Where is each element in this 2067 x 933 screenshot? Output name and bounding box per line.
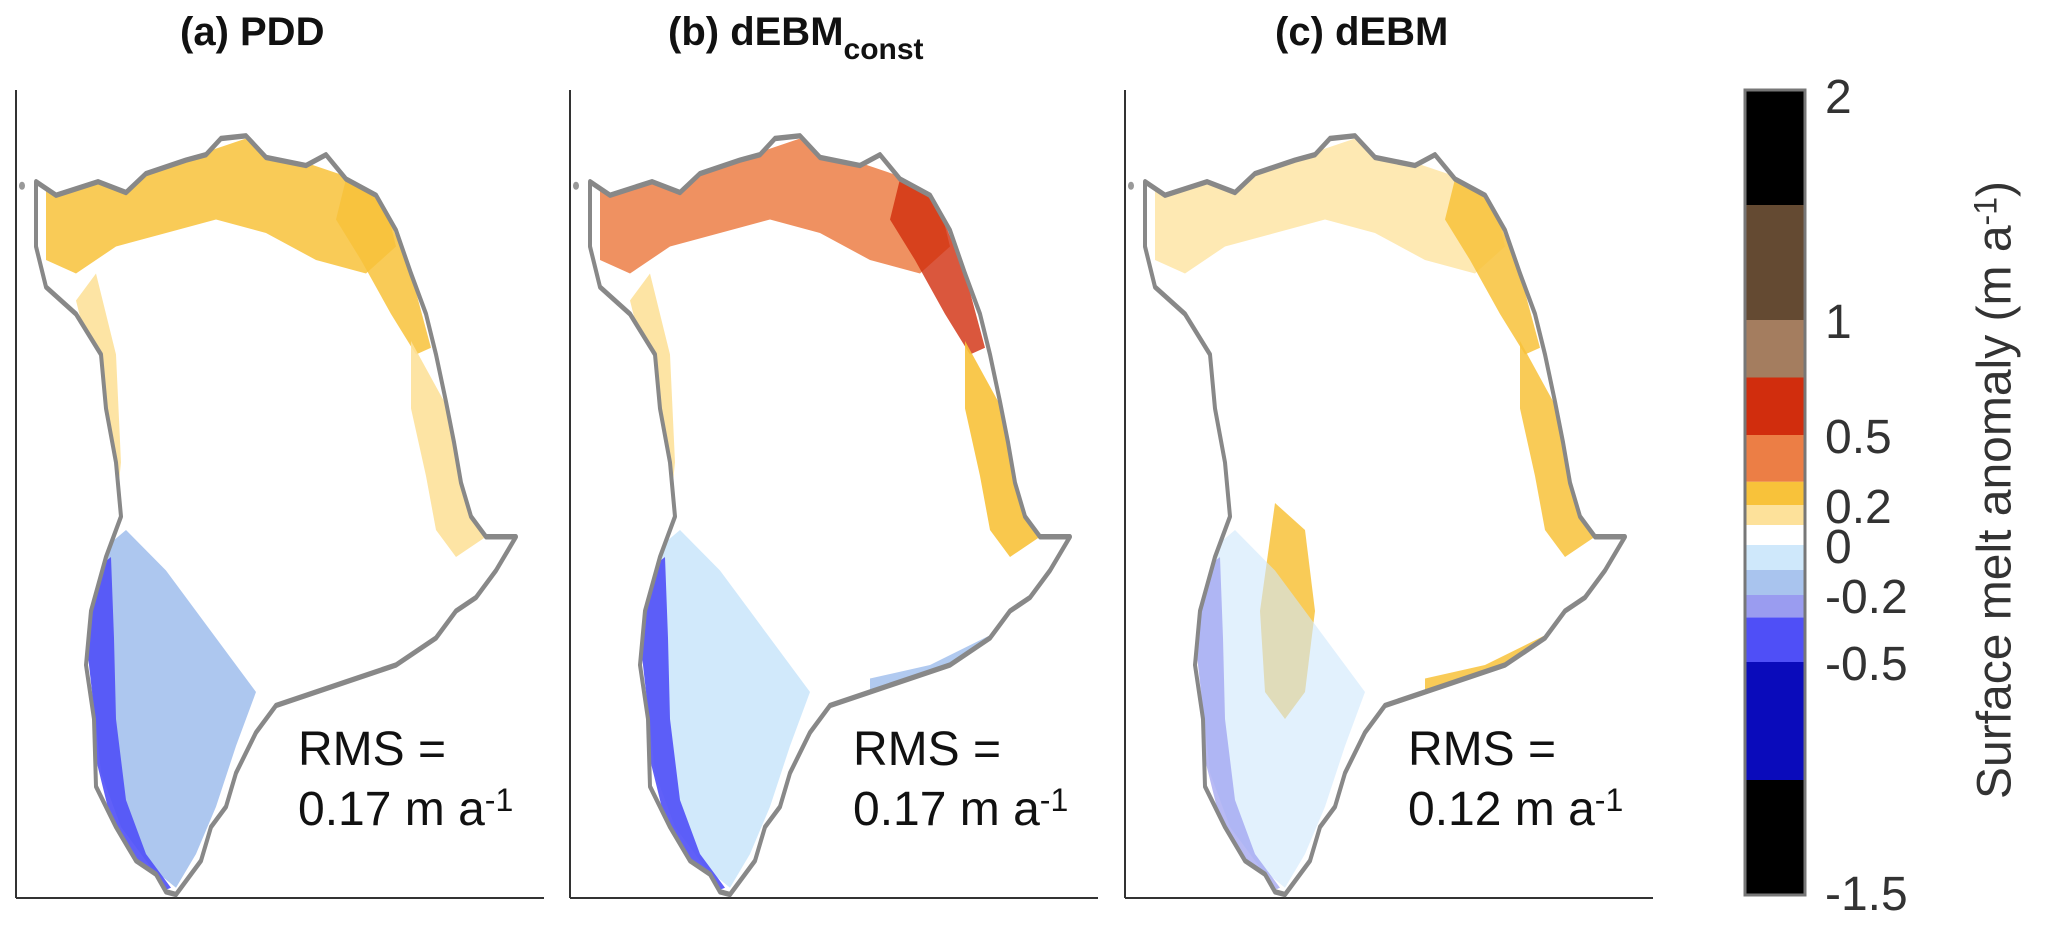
panel-a-rms-exp: -1 (484, 782, 514, 818)
panel-b-rms: RMS = 0.17 m a-1 (853, 720, 1068, 844)
panel-c-coastline (1143, 133, 1627, 898)
panel-b-zone-northeast (890, 179, 985, 355)
colorbar-segment-12 (1745, 205, 1805, 320)
colorbar-segment-6 (1745, 525, 1805, 545)
colorbar-tick-0: 0 (1825, 521, 1852, 574)
panel-b-rms-line2: 0.17 m a-1 (853, 780, 1068, 844)
panel-a-rms-line2: 0.17 m a-1 (298, 780, 513, 844)
panel-c-zone-northeast (1445, 179, 1540, 355)
panel-b-rms-value: 0.17 m a (853, 783, 1040, 836)
panel-c-island (1128, 181, 1134, 190)
colorbar-tick-neg1.5: -1.5 (1825, 868, 1908, 921)
panel-a-zone-swcoast (86, 557, 171, 892)
panel-a-island (19, 181, 25, 190)
panel-a-title-text: (a) PDD (180, 10, 325, 54)
panel-b-coastline (588, 133, 1072, 898)
panel-c-map (1124, 90, 1653, 899)
panel-c-title-text: (c) dEBM (1275, 10, 1449, 54)
colorbar-tick-neg0.5: -0.5 (1825, 638, 1908, 691)
colorbar-segment-10 (1745, 377, 1805, 435)
colorbar-segment-3 (1745, 595, 1805, 618)
colorbar-label-close: ) (1968, 181, 2022, 197)
colorbar-label: Surface melt anomaly (m a-1) (1968, 181, 2023, 799)
panel-b-rms-exp: -1 (1039, 782, 1069, 818)
panel-a-greenland (19, 133, 518, 898)
colorbar-segment-8 (1745, 481, 1805, 505)
colorbar-segment-0 (1745, 780, 1805, 895)
panel-a-title: (a) PDD (180, 10, 324, 55)
panel-b-title-text: (b) dEBM (668, 10, 844, 54)
colorbar-tick-0.5: 0.5 (1825, 411, 1892, 464)
panel-b-rms-line1: RMS = (853, 723, 1002, 776)
colorbar-label-text: Surface melt anomaly (m a (1968, 225, 2022, 799)
panel-c-rms-line1: RMS = (1408, 723, 1557, 776)
panel-a-rms: RMS = 0.17 m a-1 (298, 720, 513, 844)
panel-a-rms-value: 0.17 m a (298, 783, 485, 836)
colorbar-segment-1 (1745, 662, 1805, 780)
colorbar-segment-4 (1745, 570, 1805, 595)
panel-a-map (15, 90, 544, 899)
panel-c-rms-value: 0.12 m a (1408, 783, 1595, 836)
panel-b-title-subscript: const (843, 33, 924, 66)
panel-c-zone-swcoast (1195, 557, 1280, 892)
colorbar-segment-2 (1745, 617, 1805, 662)
colorbar-label-exp: -1 (1967, 196, 2004, 226)
panel-c-title: (c) dEBM (1275, 10, 1448, 55)
colorbar-segment-9 (1745, 435, 1805, 482)
colorbar-segment-5 (1745, 545, 1805, 570)
panel-b-zone-southwest (642, 530, 810, 888)
colorbar-segment-11 (1745, 320, 1805, 378)
panel-b-title: (b) dEBMconst (668, 10, 924, 66)
colorbar (1743, 88, 1807, 897)
panel-c-rms: RMS = 0.12 m a-1 (1408, 720, 1623, 844)
panel-c-rms-exp: -1 (1594, 782, 1624, 818)
panel-a-coastline (34, 133, 518, 898)
panel-c-zone-southeast (1425, 597, 1595, 699)
colorbar-tick-2: 2 (1825, 71, 1852, 124)
colorbar-tick-1: 1 (1825, 296, 1852, 349)
panel-a-zone-northeast (336, 179, 431, 355)
panel-b-island (573, 181, 579, 190)
colorbar-tick-neg0.2: -0.2 (1825, 571, 1908, 624)
panel-c-rms-line2: 0.12 m a-1 (1408, 780, 1623, 844)
colorbar-segment-13 (1745, 90, 1805, 205)
colorbar-frame (1743, 88, 1807, 897)
colorbar-segment-7 (1745, 505, 1805, 525)
panel-a-zone-southwest (88, 530, 256, 888)
panel-b-map (569, 90, 1098, 899)
panel-c-zone-southwest (1197, 530, 1365, 888)
panel-b-zone-southeast (870, 597, 1040, 699)
panel-b-zone-swcoast (640, 557, 725, 892)
colorbar-tick-0.2: 0.2 (1825, 481, 1892, 534)
panel-a-rms-line1: RMS = (298, 723, 447, 776)
